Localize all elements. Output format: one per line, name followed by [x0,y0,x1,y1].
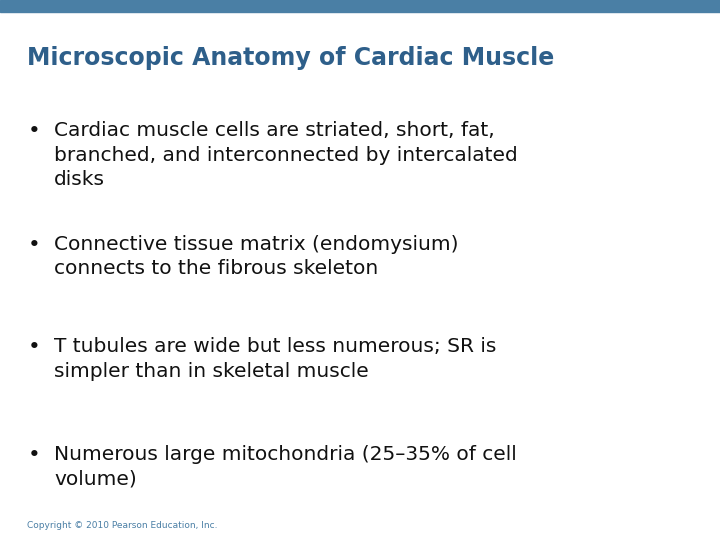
Text: Numerous large mitochondria (25–35% of cell
volume): Numerous large mitochondria (25–35% of c… [54,446,517,489]
Text: •: • [28,446,41,465]
Text: •: • [28,122,41,141]
Bar [0,0,720,12]
Text: Connective tissue matrix (endomysium)
connects to the fibrous skeleton: Connective tissue matrix (endomysium) co… [54,235,459,278]
Text: •: • [28,235,41,255]
Text: Copyright © 2010 Pearson Education, Inc.: Copyright © 2010 Pearson Education, Inc. [27,521,218,530]
Text: Cardiac muscle cells are striated, short, fat,
branched, and interconnected by i: Cardiac muscle cells are striated, short… [54,122,518,189]
Text: •: • [28,338,41,357]
Text: Microscopic Anatomy of Cardiac Muscle: Microscopic Anatomy of Cardiac Muscle [27,46,554,70]
Text: T tubules are wide but less numerous; SR is
simpler than in skeletal muscle: T tubules are wide but less numerous; SR… [54,338,496,381]
